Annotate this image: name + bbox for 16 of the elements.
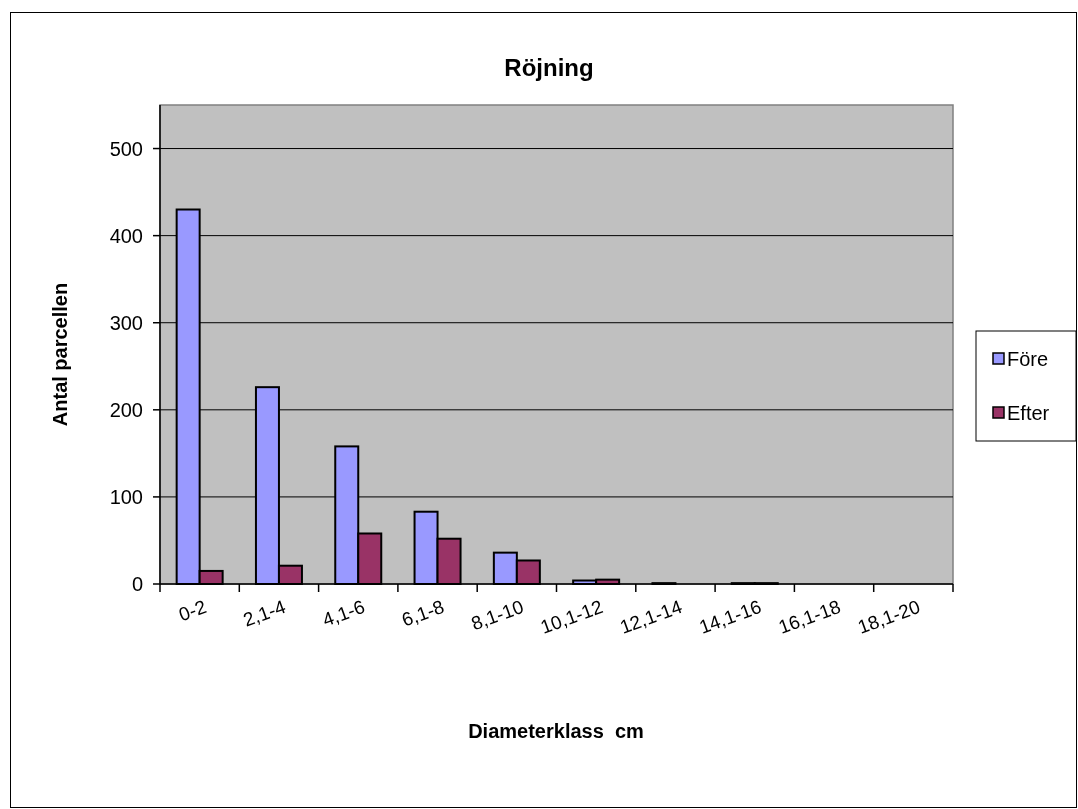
x-axis-title: Diameterklass cm	[468, 720, 644, 742]
y-tick-label: 500	[109, 137, 143, 160]
y-axis-title: Antal parcellen	[49, 282, 71, 427]
y-tick-label: 200	[109, 398, 143, 421]
x-tick-label: 0-2	[176, 596, 210, 626]
chart-title: Röjning	[504, 54, 594, 81]
y-tick-label: 100	[109, 485, 143, 508]
x-tick-label: 2,1-4	[240, 595, 289, 631]
y-tick-label: 400	[109, 224, 143, 247]
x-tick-label: 4,1-6	[319, 596, 368, 631]
legend-label: Efter	[1007, 402, 1050, 424]
y-tick-label: 300	[109, 311, 143, 334]
x-tick-label: 8,1-10	[468, 596, 527, 635]
y-tick-label: 0	[131, 573, 143, 595]
x-tick-label: 6,1-8	[399, 596, 447, 631]
legend-label: Före	[1007, 348, 1049, 370]
